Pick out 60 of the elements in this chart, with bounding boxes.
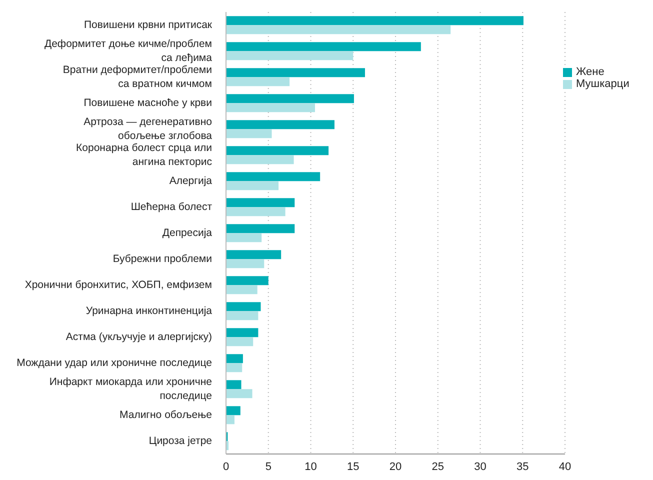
x-tick-label: 20 — [389, 460, 402, 473]
y-tick-label: Вратни деформитет/проблеми са вратном кичмом — [62, 64, 212, 90]
bar — [226, 94, 354, 104]
bar — [226, 181, 279, 190]
bar — [226, 16, 524, 26]
bar — [226, 68, 365, 78]
bar — [226, 120, 334, 130]
y-tick-label: Шећерна болест — [130, 200, 212, 213]
bar — [226, 406, 240, 416]
y-tick-label: Малигно обољење — [119, 408, 212, 421]
x-tick-label: 15 — [347, 460, 360, 473]
bar — [226, 198, 295, 208]
bar — [226, 224, 295, 234]
bar — [226, 155, 294, 164]
y-tick-label: Депресија — [162, 226, 212, 239]
bar — [226, 42, 421, 52]
bar — [226, 233, 262, 242]
bar — [226, 129, 272, 138]
y-tick-label: Повишени крвни притисак — [84, 18, 212, 31]
bar — [226, 311, 258, 320]
x-tick-label: 0 — [222, 460, 230, 473]
y-tick-label: Цироза јетре — [148, 434, 212, 447]
y-tick-label: Деформитет доње кичме/проблем са леђима — [44, 38, 212, 64]
legend-label: Жене — [576, 66, 604, 78]
bar — [226, 302, 261, 312]
legend-label: Мушкарци — [576, 78, 630, 90]
bar — [226, 146, 329, 156]
bar — [226, 354, 243, 364]
bar — [226, 259, 264, 268]
bar — [226, 337, 254, 346]
bar — [226, 77, 290, 86]
y-tick-label: Инфаркт миокарда или хроничне последице — [49, 376, 212, 402]
bar — [226, 172, 320, 182]
x-tick-label: 5 — [265, 460, 272, 473]
y-tick-label: Алергија — [169, 174, 212, 187]
x-tick-label: 10 — [304, 460, 317, 473]
bar — [226, 380, 242, 390]
bar — [226, 328, 258, 338]
x-tick-label: 30 — [474, 460, 486, 473]
y-tick-label: Артроза — дегенеративно обољење зглобова — [84, 116, 212, 142]
bar — [226, 51, 354, 60]
bar — [226, 207, 286, 216]
x-tick-label: 25 — [432, 460, 444, 473]
y-tick-label: Хронични бронхитис, ХОБП, емфизем — [24, 278, 212, 291]
bar — [226, 276, 268, 286]
x-tick-label: 40 — [558, 460, 572, 473]
x-tick-label: 35 — [516, 460, 529, 473]
y-tick-label: Бубрежни проблеми — [112, 252, 212, 265]
bar — [226, 285, 258, 294]
y-tick-label: Уринарна инконтиненција — [86, 304, 212, 317]
bar — [226, 250, 282, 260]
y-tick-label: Астма (укључује и алергијску) — [66, 330, 212, 343]
y-tick-label: Повишене масноће у крви — [84, 96, 212, 109]
y-tick-label: Коронарна болест срца или ангина пекторис — [76, 142, 212, 168]
bar — [226, 389, 252, 398]
y-tick-label: Мождани удар или хроничне последице — [16, 356, 212, 369]
bar — [226, 25, 451, 34]
bar — [226, 363, 242, 372]
bar — [226, 103, 315, 112]
bar — [226, 415, 234, 424]
